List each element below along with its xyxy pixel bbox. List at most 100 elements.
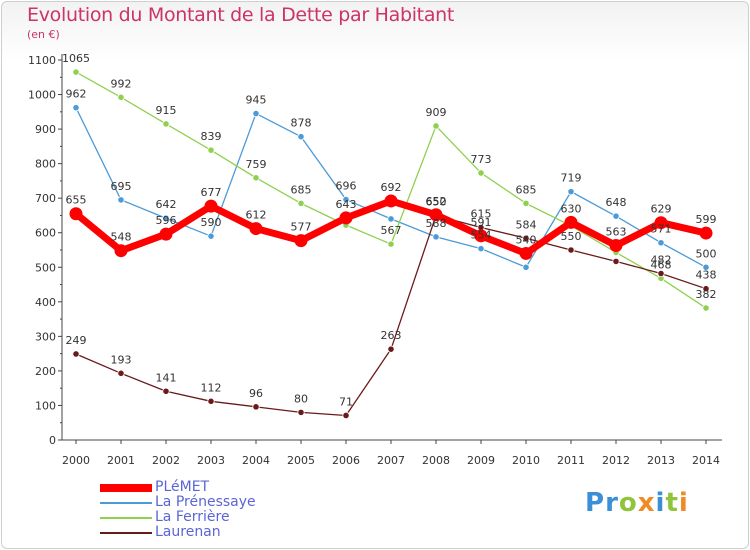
data-point-plemet: [474, 229, 488, 243]
data-point-laurenan: [297, 408, 305, 416]
data-point-la-prenessaye: [702, 263, 710, 271]
x-tick-label: 2002: [152, 454, 180, 467]
data-point-la-ferriere: [207, 146, 215, 154]
data-label-laurenan: 96: [249, 387, 263, 400]
data-point-la-ferriere: [162, 120, 170, 128]
data-point-la-ferriere: [252, 174, 260, 182]
data-label-la-ferriere: 759: [246, 158, 267, 171]
data-point-plemet: [294, 234, 308, 248]
data-label-laurenan: 615: [471, 208, 492, 221]
proxiti-logo: Proxiti: [585, 488, 689, 518]
data-point-la-ferriere: [297, 199, 305, 207]
x-tick-label: 2003: [197, 454, 225, 467]
data-point-laurenan: [162, 387, 170, 395]
data-point-laurenan: [72, 350, 80, 358]
y-tick-label: 200: [35, 365, 56, 378]
data-label-la-ferriere: 1065: [62, 52, 90, 65]
data-label-la-ferriere: 773: [471, 153, 492, 166]
x-tick-label: 2004: [242, 454, 270, 467]
data-label-plemet: 577: [291, 221, 312, 234]
data-point-plemet: [609, 239, 623, 253]
data-label-la-prenessaye: 642: [156, 198, 177, 211]
data-label-laurenan: 438: [696, 269, 717, 282]
data-label-plemet: 596: [156, 214, 177, 227]
data-label-plemet: 629: [651, 203, 672, 216]
legend-swatch: [100, 484, 152, 492]
y-tick-label: 600: [35, 227, 56, 240]
y-tick-label: 900: [35, 123, 56, 136]
data-point-plemet: [654, 216, 668, 230]
data-point-la-prenessaye: [207, 232, 215, 240]
data-label-laurenan: 80: [294, 392, 308, 405]
data-label-la-prenessaye: 571: [651, 223, 672, 236]
chart-title: Evolution du Montant de la Dette par Hab…: [27, 4, 455, 26]
x-tick-label: 2011: [557, 454, 585, 467]
y-tick-label: 0: [49, 434, 56, 447]
x-tick-label: 2001: [107, 454, 135, 467]
data-point-plemet: [564, 215, 578, 229]
data-point-laurenan: [522, 234, 530, 242]
data-point-plemet: [249, 222, 263, 236]
data-label-la-prenessaye: 719: [561, 172, 582, 185]
logo-letter: i: [655, 488, 666, 518]
data-label-la-ferriere: 685: [291, 183, 312, 196]
data-label-laurenan: 193: [111, 353, 132, 366]
data-label-la-prenessaye: 500: [696, 247, 717, 260]
data-point-la-ferriere: [702, 304, 710, 312]
data-point-la-prenessaye: [477, 245, 485, 253]
data-label-laurenan: 112: [201, 381, 222, 394]
y-tick-label: 800: [35, 158, 56, 171]
data-label-laurenan: 650: [426, 195, 447, 208]
legend-item: PLéMET: [100, 479, 360, 496]
data-label-la-prenessaye: 945: [246, 94, 267, 107]
data-point-la-ferriere: [72, 68, 80, 76]
data-label-la-ferriere: 839: [201, 130, 222, 143]
legend-item: La Ferrière: [100, 509, 360, 526]
data-point-plemet: [429, 208, 443, 222]
data-label-plemet: 652: [426, 195, 447, 208]
data-label-laurenan: 263: [381, 329, 402, 342]
x-tick-label: 2000: [62, 454, 90, 467]
data-point-laurenan: [342, 411, 350, 420]
data-label-laurenan: 482: [651, 253, 672, 266]
data-point-la-prenessaye: [432, 233, 440, 241]
legend-label: La Prénessaye: [155, 494, 256, 510]
data-label-plemet: 692: [381, 181, 402, 194]
data-label-la-prenessaye: 695: [111, 180, 132, 193]
x-tick-label: 2014: [692, 454, 720, 467]
y-tick-label: 500: [35, 261, 56, 274]
x-tick-label: 2005: [287, 454, 315, 467]
data-point-la-ferriere: [387, 240, 395, 248]
data-point-plemet: [114, 244, 128, 258]
data-label-la-prenessaye: 554: [471, 229, 492, 242]
data-point-laurenan: [612, 257, 620, 265]
logo-letter: x: [637, 488, 656, 518]
data-point-laurenan: [207, 397, 215, 405]
data-label-plemet: 630: [561, 202, 582, 215]
x-tick-label: 2008: [422, 454, 450, 467]
data-point-la-prenessaye: [117, 196, 125, 204]
data-label-laurenan: 249: [66, 334, 87, 347]
data-point-la-prenessaye: [567, 188, 575, 196]
logo-letter: P: [585, 488, 606, 518]
data-point-plemet: [69, 207, 83, 221]
y-tick-label: 400: [35, 296, 56, 309]
data-point-la-prenessaye: [252, 109, 260, 118]
data-point-plemet: [204, 199, 218, 213]
legend-label: La Ferrière: [155, 509, 230, 525]
legend-swatch: [100, 517, 152, 519]
data-point-la-prenessaye: [297, 133, 305, 141]
logo-letter: i: [678, 488, 689, 518]
data-point-plemet: [384, 194, 398, 208]
data-label-la-prenessaye: 962: [66, 88, 87, 101]
data-label-la-ferriere: 915: [156, 104, 177, 117]
data-label-la-ferriere: 909: [426, 106, 447, 119]
data-point-la-prenessaye: [162, 214, 170, 222]
legend-label: PLéMET: [155, 479, 210, 495]
data-label-la-prenessaye: 648: [606, 196, 627, 209]
data-label-laurenan: 71: [339, 395, 353, 408]
data-label-la-prenessaye: 696: [336, 180, 357, 193]
logo-letter: o: [618, 488, 638, 518]
logo-letter: r: [605, 488, 619, 518]
x-tick-label: 2009: [467, 454, 495, 467]
